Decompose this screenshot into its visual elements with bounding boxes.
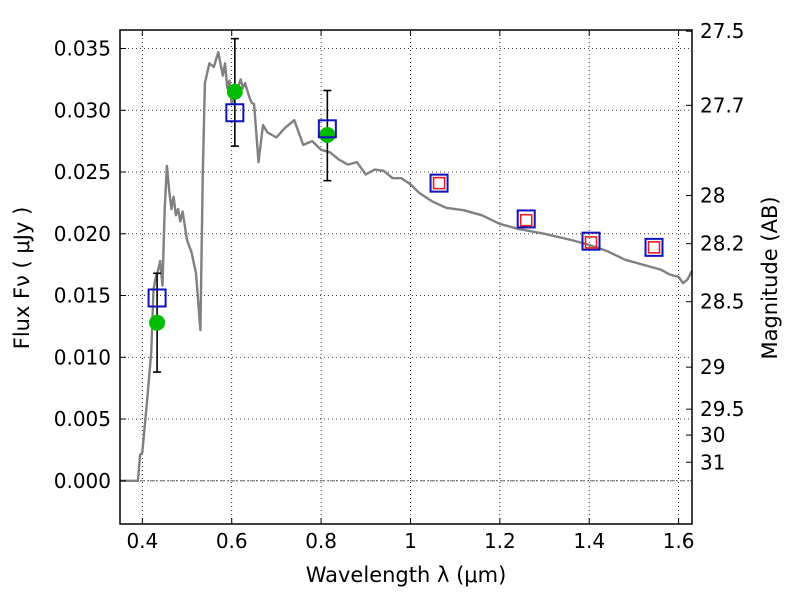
mag-tick-label: 28.5 — [700, 290, 745, 314]
right-y-axis-label: Magnitude (AB) — [758, 196, 782, 359]
x-tick-label: 0.4 — [126, 529, 158, 553]
model-square-marker — [644, 237, 664, 257]
model-red-square-marker — [432, 176, 446, 190]
mag-tick-label: 30 — [700, 423, 725, 447]
y-tick-label: 0.005 — [54, 407, 111, 431]
y-tick-label: 0.025 — [54, 160, 111, 184]
observed-point — [149, 314, 166, 331]
y-tick-label: 0.020 — [54, 222, 111, 246]
y-axis-label: Flux Fν ( μJy ) — [10, 207, 34, 350]
y-tick-label: 0.010 — [54, 345, 111, 369]
x-tick-label: 0.8 — [305, 529, 337, 553]
spectrum-line — [120, 51, 694, 482]
mag-tick-label: 29.5 — [700, 397, 745, 421]
model-square-marker — [429, 173, 449, 193]
observed-point — [226, 83, 243, 100]
axis-ticks — [120, 30, 692, 524]
x-axis-label: Wavelength λ (μm) — [306, 563, 507, 587]
y-tick-label: 0.030 — [54, 98, 111, 122]
y-tick-label: 0.000 — [54, 469, 111, 493]
model-square-marker — [581, 231, 601, 251]
data-markers — [147, 83, 664, 331]
mag-tick-label: 28.2 — [700, 232, 745, 256]
x-tick-label: 1.6 — [663, 529, 695, 553]
model-square-marker — [147, 288, 167, 308]
model-red-square-marker — [647, 241, 661, 254]
mag-tick-label: 27.7 — [700, 93, 745, 117]
tick-labels: 0.4 0.6 0.8 1 1.2 1.4 1.6 0.000 0.005 0.010 0.015 0… — [54, 19, 745, 553]
model-square-marker — [317, 119, 337, 139]
x-tick-label: 1.4 — [573, 529, 605, 553]
x-tick-label: 1 — [404, 529, 417, 553]
spectrum-series — [120, 51, 694, 482]
model-square-marker — [225, 103, 245, 123]
mag-tick-label: 28 — [700, 183, 725, 207]
plot-frame — [119, 29, 693, 525]
model-square-marker — [516, 209, 536, 229]
mag-tick-label: 29 — [700, 355, 725, 379]
mag-tick-label: 31 — [700, 450, 725, 474]
mag-tick-label: 27.5 — [700, 19, 745, 43]
x-tick-label: 1.2 — [484, 529, 516, 553]
model-red-square-marker — [519, 213, 533, 227]
x-tick-label: 0.6 — [216, 529, 248, 553]
grid — [120, 30, 692, 524]
y-tick-label: 0.015 — [54, 284, 111, 308]
model-red-square-marker — [584, 236, 598, 249]
y-tick-label: 0.035 — [54, 37, 111, 61]
observed-point — [319, 126, 336, 143]
